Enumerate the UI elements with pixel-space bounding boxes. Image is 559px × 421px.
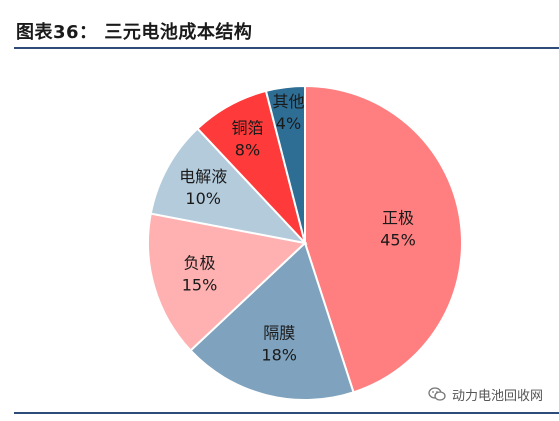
watermark: 动力电池回收网 <box>428 384 543 404</box>
pie-slice-0 <box>304 84 464 394</box>
slice-value-1: 18% <box>261 345 297 364</box>
pie-slice-2 <box>146 212 308 352</box>
pie-chart-area: 正极 45% 隔膜 18% 负极 15% 电解液 10% 铜箔 8% 其他 4% <box>0 52 559 408</box>
slice-value-2: 15% <box>182 276 218 295</box>
chart-header: 图表36： 三元电池成本结构 <box>0 0 559 52</box>
slice-value-5: 4% <box>276 114 301 133</box>
slice-name-1: 隔膜 <box>263 323 295 342</box>
header-rule <box>14 47 559 49</box>
pie-slice-3 <box>149 127 308 245</box>
slice-value-3: 10% <box>185 189 221 208</box>
slice-name-3: 电解液 <box>179 167 227 186</box>
pie-slices <box>146 84 464 402</box>
footer-rule <box>14 412 559 414</box>
slice-name-5: 其他 <box>272 92 304 111</box>
pie-slice-5 <box>264 84 306 244</box>
slice-value-4: 8% <box>235 140 260 159</box>
slice-name-2: 负极 <box>183 254 215 273</box>
page-title: 图表36： 三元电池成本结构 <box>16 22 253 43</box>
pie-labels: 正极 45% 隔膜 18% 负极 15% 电解液 10% 铜箔 8% 其他 4% <box>179 92 416 364</box>
pie-chart: 正极 45% 隔膜 18% 负极 15% 电解液 10% 铜箔 8% 其他 4% <box>146 84 464 402</box>
slice-value-0: 45% <box>380 230 416 249</box>
slice-name-4: 铜箔 <box>231 118 263 137</box>
slice-name-0: 正极 <box>382 208 414 227</box>
pie-slice-1 <box>189 241 355 402</box>
watermark-text: 动力电池回收网 <box>452 388 544 404</box>
wechat-icon <box>428 387 446 401</box>
